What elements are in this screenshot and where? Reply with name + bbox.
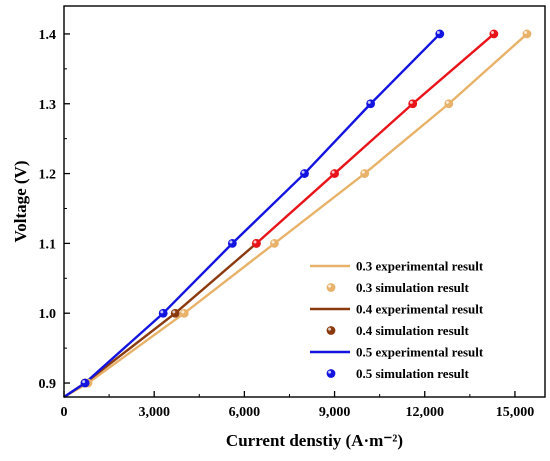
series-line-4 <box>255 33 495 245</box>
x-tick-label-0: 0 <box>61 405 68 420</box>
plot-area <box>63 29 532 399</box>
axes: 0 3,000 6,000 9,000 12,000 15,000 0.9 1.0 1.1 1.2… <box>39 5 546 420</box>
series-point-highlight-1-4 <box>445 100 449 104</box>
y-axis-title: Voltage (V) <box>11 161 30 243</box>
series-point-1-5 <box>522 29 532 39</box>
legend-label-5: 0.5 simulation result <box>356 366 469 381</box>
series-point-7-4 <box>366 99 376 109</box>
legend-label-4: 0.5 experimental result <box>356 345 484 360</box>
series-point-1-1 <box>179 308 189 318</box>
series-point-5-3 <box>489 29 499 39</box>
series-point-5-1 <box>330 169 339 178</box>
series-point-highlight-1-1 <box>181 310 185 314</box>
series-point-1-2 <box>270 238 279 248</box>
legend-label-2: 0.4 experimental result <box>356 302 484 317</box>
legend-marker-5 <box>326 369 336 378</box>
series-point-highlight-3-1 <box>172 310 176 314</box>
legend-label-1: 0.3 simulation result <box>356 280 469 295</box>
series-point-7-1 <box>158 308 168 318</box>
legend-marker-highlight-5 <box>328 370 332 374</box>
series-point-7-0 <box>80 378 90 388</box>
y-tick-label-1: 1.0 <box>39 307 57 322</box>
y-tick-label-5: 1.4 <box>39 28 57 43</box>
series-line-0 <box>63 33 528 399</box>
x-tick-label-1: 3,000 <box>138 405 170 420</box>
series-point-highlight-5-3 <box>490 31 494 35</box>
series-point-highlight-7-0 <box>82 380 86 384</box>
legend-label-3: 0.4 simulation result <box>356 323 469 338</box>
x-tick-label-3: 9,000 <box>319 405 351 420</box>
series-point-highlight-7-2 <box>229 240 233 244</box>
series-point-highlight-7-3 <box>301 170 305 174</box>
series-point-highlight-5-0 <box>253 240 257 244</box>
series-point-3-1 <box>170 308 180 318</box>
x-tick-label-5: 15,000 <box>496 405 535 420</box>
y-tick-label-4: 1.3 <box>39 98 57 113</box>
legend-label-0: 0.3 experimental result <box>356 259 484 274</box>
x-axis-title: Current denstiy (A·m⁻²) <box>226 431 403 450</box>
series-point-highlight-1-3 <box>361 170 365 174</box>
series-point-7-2 <box>227 238 237 248</box>
series-point-highlight-5-2 <box>409 100 413 104</box>
series-line-6 <box>63 33 441 398</box>
x-tick-label-4: 12,000 <box>406 405 445 420</box>
series-point-7-5 <box>435 29 445 39</box>
series-point-highlight-1-5 <box>524 31 528 35</box>
series-point-highlight-7-4 <box>367 100 371 104</box>
series-point-highlight-5-1 <box>331 170 335 174</box>
legend-marker-highlight-1 <box>328 284 332 288</box>
series-point-highlight-7-5 <box>436 31 440 35</box>
series-point-highlight-7-1 <box>160 310 164 314</box>
series-point-highlight-1-2 <box>271 240 275 244</box>
y-tick-label-2: 1.1 <box>39 237 57 252</box>
legend-marker-highlight-3 <box>328 327 332 331</box>
plot-frame <box>63 5 546 398</box>
legend-marker-1 <box>326 283 336 292</box>
series-point-1-4 <box>444 99 454 109</box>
y-tick-label-3: 1.2 <box>39 168 57 183</box>
legend: 0.3 experimental result 0.3 simulation re… <box>310 259 484 381</box>
series-line-2 <box>63 242 258 398</box>
y-tick-label-0: 0.9 <box>39 377 57 392</box>
series-point-1-3 <box>360 169 370 178</box>
series-point-7-3 <box>300 169 309 178</box>
series-point-5-2 <box>408 99 418 109</box>
legend-marker-3 <box>326 326 336 335</box>
x-tick-label-2: 6,000 <box>229 405 261 420</box>
series-point-5-0 <box>252 238 261 248</box>
